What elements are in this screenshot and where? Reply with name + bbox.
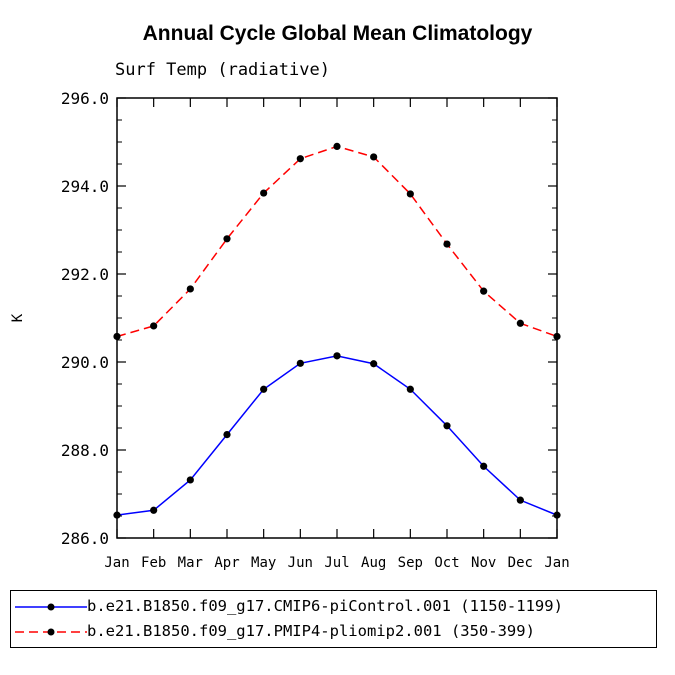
data-point-s0-1 xyxy=(150,506,158,514)
data-point-s1-3 xyxy=(223,235,231,243)
y-tick-label: 286.0 xyxy=(61,529,109,548)
data-point-s0-9 xyxy=(443,422,451,430)
data-point-s0-2 xyxy=(186,476,194,484)
y-tick-label: 294.0 xyxy=(61,177,109,196)
y-tick-label: 290.0 xyxy=(61,353,109,372)
legend-swatch-pliomip2 xyxy=(15,628,87,636)
data-point-s1-2 xyxy=(186,285,194,293)
data-point-s1-9 xyxy=(443,240,451,248)
x-tick-label: Jan xyxy=(544,555,569,571)
data-point-s1-12 xyxy=(553,332,561,341)
data-point-s1-1 xyxy=(150,322,158,330)
chart-title: Annual Cycle Global Mean Climatology xyxy=(142,22,533,45)
x-tick-label: Jul xyxy=(324,555,349,571)
data-point-s1-6 xyxy=(333,142,341,150)
x-tick-label: Aug xyxy=(361,555,386,571)
data-point-s0-6 xyxy=(333,352,341,360)
plot-frame xyxy=(116,97,558,539)
x-tick-label: Sep xyxy=(398,555,423,571)
data-point-s0-11 xyxy=(516,496,524,504)
data-point-s0-7 xyxy=(370,360,378,368)
x-tick-label: Nov xyxy=(471,555,496,571)
data-point-s0-4 xyxy=(260,385,268,393)
legend-label-pliomip2: b.e21.B1850.f09_g17.PMIP4-pliomip2.001 (… xyxy=(87,622,535,640)
data-point-s0-3 xyxy=(223,431,231,439)
y-tick-label: 288.0 xyxy=(61,441,109,460)
data-point-s0-12 xyxy=(553,511,561,519)
data-point-s1-7 xyxy=(370,153,378,161)
data-point-s1-0 xyxy=(113,332,121,341)
y-tick-label: 292.0 xyxy=(61,265,109,284)
chart-subtitle: Surf Temp (radiative) xyxy=(115,60,330,80)
legend: b.e21.B1850.f09_g17.CMIP6-piControl.001 … xyxy=(10,590,657,648)
data-point-s1-11 xyxy=(516,319,524,327)
data-point-s0-0 xyxy=(113,511,121,519)
x-tick-label: Oct xyxy=(434,555,459,571)
x-tick-label: Jan xyxy=(104,555,129,571)
data-point-s1-8 xyxy=(406,190,414,198)
data-point-s1-4 xyxy=(260,189,268,197)
data-point-s0-5 xyxy=(296,359,304,367)
y-tick-label: 296.0 xyxy=(61,89,109,108)
x-tick-label: Dec xyxy=(508,555,533,571)
x-tick-label: Mar xyxy=(178,555,203,571)
legend-label-picontrol: b.e21.B1850.f09_g17.CMIP6-piControl.001 … xyxy=(87,597,563,615)
legend-entry-pliomip2: b.e21.B1850.f09_g17.PMIP4-pliomip2.001 (… xyxy=(11,620,656,644)
data-point-s0-8 xyxy=(406,385,414,393)
data-point-s0-10 xyxy=(480,462,488,470)
x-tick-label: Apr xyxy=(214,555,239,571)
x-tick-label: Feb xyxy=(141,555,166,571)
data-point-s1-10 xyxy=(480,287,488,295)
x-tick-label: May xyxy=(251,555,276,571)
legend-entry-picontrol: b.e21.B1850.f09_g17.CMIP6-piControl.001 … xyxy=(11,595,656,619)
legend-swatch-picontrol xyxy=(15,603,87,611)
series-line-0 xyxy=(116,355,558,516)
x-tick-label: Jun xyxy=(288,555,313,571)
data-point-s1-5 xyxy=(296,155,304,163)
series-line-1 xyxy=(116,145,558,338)
